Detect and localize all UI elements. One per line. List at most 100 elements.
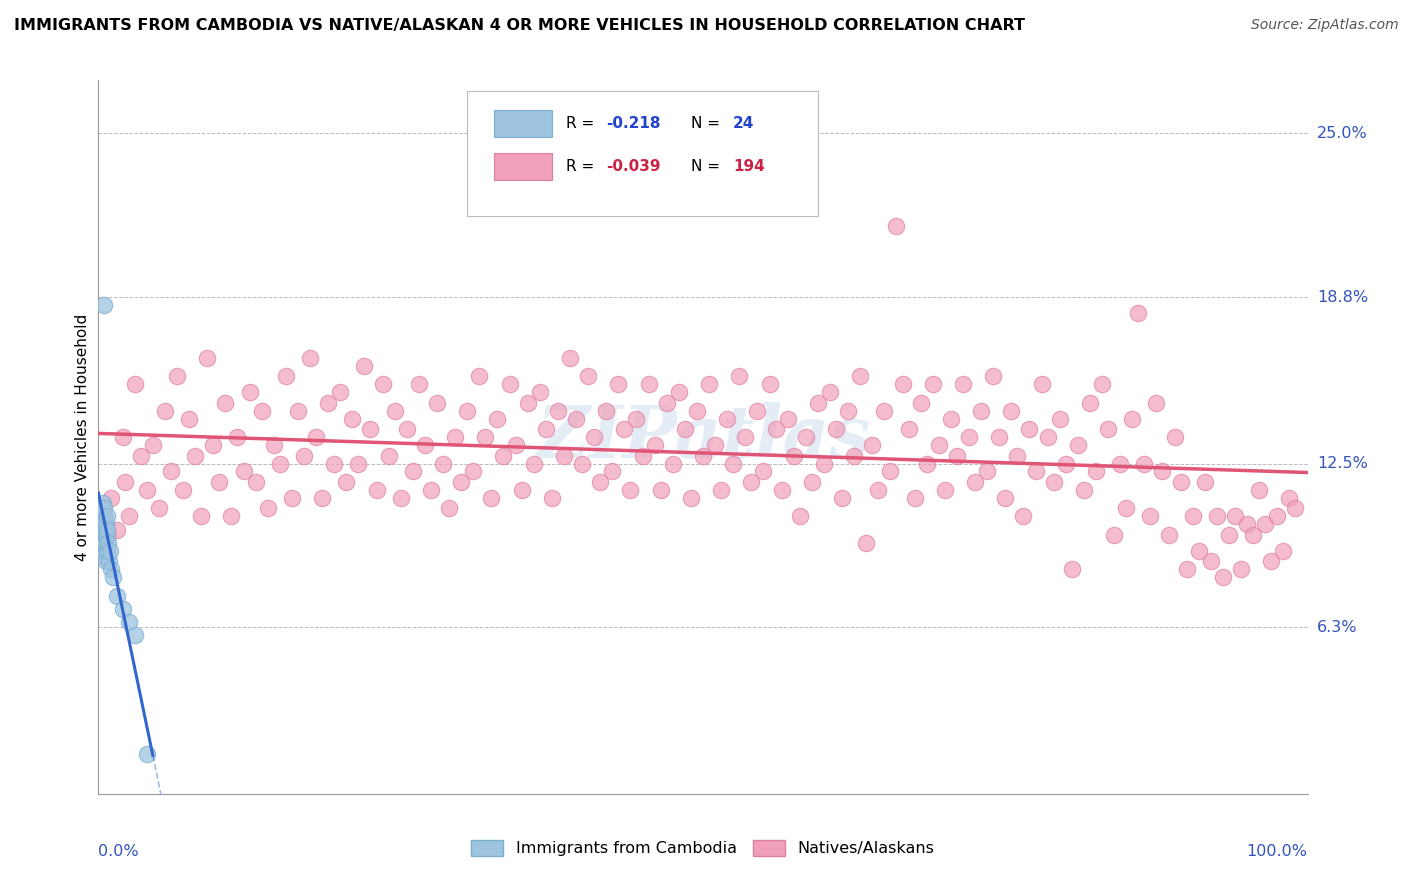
Point	[523, 457, 546, 471]
Point	[96, 528, 118, 542]
Point	[558, 351, 581, 365]
Point	[988, 430, 1011, 444]
Point	[94, 554, 117, 568]
Point	[153, 403, 176, 417]
Point	[673, 422, 696, 436]
Point	[1007, 449, 1029, 463]
Point	[1073, 483, 1095, 497]
Point	[1206, 509, 1229, 524]
Text: Source: ZipAtlas.com: Source: ZipAtlas.com	[1251, 18, 1399, 32]
Point	[1115, 501, 1137, 516]
Point	[389, 491, 412, 505]
Point	[868, 483, 890, 497]
Point	[607, 377, 630, 392]
Point	[897, 422, 920, 436]
Bar	[494, 153, 551, 180]
Point	[1042, 475, 1064, 489]
Point	[129, 449, 152, 463]
Point	[105, 523, 128, 537]
Point	[481, 491, 503, 505]
Point	[602, 465, 624, 479]
Point	[93, 509, 115, 524]
Point	[250, 403, 273, 417]
Point	[921, 377, 943, 392]
Point	[281, 491, 304, 505]
Point	[195, 351, 218, 365]
Point	[1170, 475, 1192, 489]
Point	[124, 377, 146, 392]
Point	[1139, 509, 1161, 524]
Point	[939, 411, 962, 425]
Point	[789, 509, 811, 524]
Point	[93, 549, 115, 563]
Point	[287, 403, 309, 417]
Point	[813, 457, 835, 471]
Point	[98, 554, 121, 568]
Point	[305, 430, 328, 444]
Point	[1157, 528, 1180, 542]
Point	[450, 475, 472, 489]
Point	[516, 395, 538, 409]
Point	[794, 430, 817, 444]
Point	[98, 543, 121, 558]
Point	[994, 491, 1017, 505]
Point	[837, 403, 859, 417]
FancyBboxPatch shape	[467, 91, 818, 216]
Point	[662, 457, 685, 471]
Point	[505, 438, 527, 452]
Point	[619, 483, 641, 497]
Point	[1146, 395, 1168, 409]
Point	[1278, 491, 1301, 505]
Point	[1036, 430, 1059, 444]
Text: IMMIGRANTS FROM CAMBODIA VS NATIVE/ALASKAN 4 OR MORE VEHICLES IN HOUSEHOLD CORRE: IMMIGRANTS FROM CAMBODIA VS NATIVE/ALASK…	[14, 18, 1025, 33]
Point	[135, 747, 157, 762]
Point	[1260, 554, 1282, 568]
Point	[468, 369, 491, 384]
Point	[172, 483, 194, 497]
Point	[855, 536, 877, 550]
Point	[486, 411, 509, 425]
Point	[807, 395, 830, 409]
Text: 100.0%: 100.0%	[1247, 844, 1308, 859]
Point	[957, 430, 980, 444]
Point	[1102, 528, 1125, 542]
Point	[1078, 395, 1101, 409]
Point	[1067, 438, 1090, 452]
Point	[1031, 377, 1053, 392]
Point	[1199, 554, 1222, 568]
Point	[613, 422, 636, 436]
Point	[583, 430, 606, 444]
Bar	[494, 111, 551, 137]
Point	[474, 430, 496, 444]
Point	[873, 403, 896, 417]
Point	[420, 483, 443, 497]
Point	[142, 438, 165, 452]
Point	[1012, 509, 1035, 524]
Y-axis label: 4 or more Vehicles in Household: 4 or more Vehicles in Household	[75, 313, 90, 561]
Point	[1097, 422, 1119, 436]
Point	[179, 411, 201, 425]
Point	[770, 483, 793, 497]
Point	[1194, 475, 1216, 489]
Point	[135, 483, 157, 497]
Point	[1060, 562, 1083, 576]
Text: 24: 24	[734, 116, 755, 131]
Point	[91, 528, 114, 542]
Point	[576, 369, 599, 384]
Point	[915, 457, 938, 471]
Point	[1272, 543, 1295, 558]
Point	[208, 475, 231, 489]
Point	[1121, 411, 1143, 425]
Text: R =: R =	[567, 159, 595, 174]
Point	[571, 457, 593, 471]
Point	[1152, 465, 1174, 479]
Text: -0.039: -0.039	[606, 159, 661, 174]
Point	[384, 403, 406, 417]
Point	[650, 483, 672, 497]
Point	[553, 449, 575, 463]
Point	[413, 438, 436, 452]
Point	[239, 385, 262, 400]
Point	[335, 475, 357, 489]
Point	[91, 536, 114, 550]
Point	[299, 351, 322, 365]
